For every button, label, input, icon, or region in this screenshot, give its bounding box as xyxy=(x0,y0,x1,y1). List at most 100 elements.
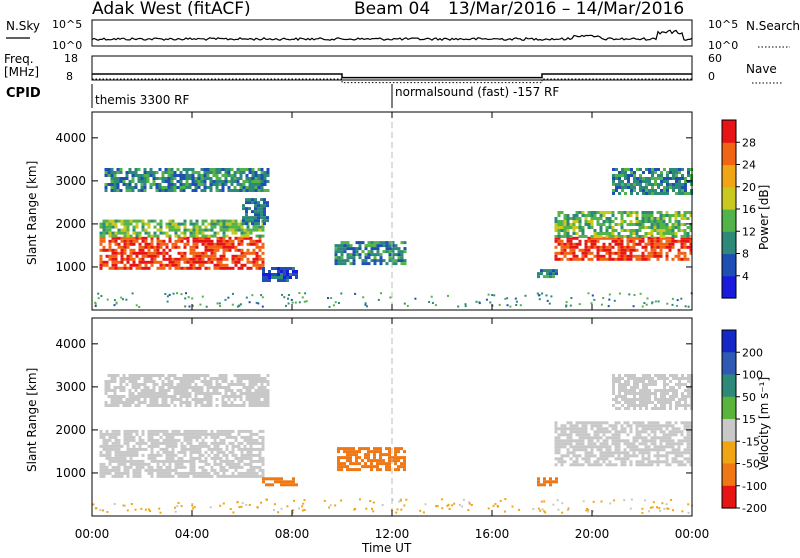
heatmap-cell xyxy=(254,219,257,223)
heatmap-cell xyxy=(213,219,217,223)
heatmap-cell xyxy=(216,236,220,240)
heatmap-cell xyxy=(194,395,198,398)
heatmap-cell xyxy=(653,445,657,449)
heatmap-cell xyxy=(657,300,660,303)
heatmap-cell xyxy=(563,433,567,437)
heatmap-cell xyxy=(249,266,253,270)
heatmap-cell xyxy=(159,459,163,463)
heatmap-cell xyxy=(110,404,114,407)
heatmap-cell xyxy=(117,444,121,448)
heatmap-cell xyxy=(239,392,243,395)
heatmap-cell xyxy=(593,430,597,434)
heatmap-cell xyxy=(171,468,175,472)
heatmap-cell xyxy=(669,168,672,171)
heatmap-cell xyxy=(563,245,567,249)
heatmap-cell xyxy=(140,189,144,192)
heatmap-cell xyxy=(198,474,202,478)
heatmap-cell xyxy=(240,242,244,246)
heatmap-cell xyxy=(650,245,654,249)
heatmap-cell xyxy=(192,225,196,229)
heatmap-cell xyxy=(254,186,258,189)
heatmap-cell xyxy=(147,462,151,466)
heatmap-cell xyxy=(642,374,645,377)
heatmap-cell xyxy=(665,433,669,437)
heatmap-cell xyxy=(626,457,630,461)
heatmap-cell xyxy=(171,222,175,226)
heatmap-cell xyxy=(656,457,660,461)
heatmap-cell xyxy=(343,250,347,254)
heatmap-cell xyxy=(620,217,624,220)
heatmap-cell xyxy=(135,225,139,229)
heatmap-cell xyxy=(663,377,666,380)
heatmap-cell xyxy=(650,211,654,214)
heatmap-cell xyxy=(675,407,678,410)
nave-tick-60: 60 xyxy=(708,52,722,65)
heatmap-cell xyxy=(221,377,225,380)
heatmap-cell xyxy=(352,247,356,251)
heatmap-cell xyxy=(174,231,178,235)
heatmap-cell xyxy=(560,220,564,223)
heatmap-cell xyxy=(152,383,156,386)
heatmap-cell xyxy=(343,456,346,460)
heatmap-cell xyxy=(108,228,112,232)
heatmap-cell xyxy=(125,186,129,189)
heatmap-cell xyxy=(212,386,216,389)
heatmap-cell xyxy=(230,180,234,183)
heatmap-cell xyxy=(183,438,187,442)
heatmap-cell xyxy=(150,438,154,442)
heatmap-cell xyxy=(146,395,150,398)
heatmap-cell xyxy=(210,474,214,478)
heatmap-cell xyxy=(626,248,630,252)
heatmap-cell xyxy=(261,245,265,249)
heatmap-cell xyxy=(266,374,270,377)
heatmap-cell xyxy=(191,377,195,380)
heatmap-cell xyxy=(218,171,222,174)
x-tick-label: 08:00 xyxy=(275,527,310,541)
heatmap-cell xyxy=(638,463,642,467)
heatmap-cell xyxy=(195,260,199,264)
heatmap-cell xyxy=(605,463,609,467)
heatmap-cell xyxy=(572,254,576,258)
heatmap-cell xyxy=(128,168,132,171)
heatmap-cell xyxy=(672,168,675,171)
heatmap-cell xyxy=(210,260,214,264)
heatmap-cell xyxy=(219,456,223,460)
heatmap-cell xyxy=(629,427,633,431)
heatmap-cell xyxy=(194,186,198,189)
heatmap-cell xyxy=(627,404,630,407)
heatmap-cell xyxy=(252,251,256,255)
heatmap-cell xyxy=(254,201,257,205)
heatmap-cell xyxy=(150,459,154,463)
heatmap-cell xyxy=(689,421,693,425)
heatmap-cell xyxy=(201,468,205,472)
heatmap-cell xyxy=(618,186,621,189)
heatmap-cell xyxy=(129,453,133,457)
heatmap-cell xyxy=(587,421,591,425)
heatmap-cell xyxy=(123,219,127,223)
heatmap-cell xyxy=(605,236,609,240)
heatmap-cell xyxy=(186,474,190,478)
heatmap-cell xyxy=(114,471,118,475)
heatmap-cell xyxy=(165,444,169,448)
heatmap-cell xyxy=(168,435,172,439)
heatmap-cell xyxy=(686,226,690,229)
heatmap-cell xyxy=(135,263,139,267)
heatmap-cell xyxy=(231,254,235,258)
heatmap-cell xyxy=(138,462,142,466)
heatmap-cell xyxy=(143,180,147,183)
heatmap-cell xyxy=(361,465,364,469)
heatmap-cell xyxy=(128,398,132,401)
heatmap-cell xyxy=(572,451,576,455)
heatmap-cell xyxy=(596,245,600,249)
heatmap-cell xyxy=(249,432,253,436)
heatmap-cell xyxy=(174,263,178,267)
heatmap-cell xyxy=(668,445,672,449)
heatmap-cell xyxy=(131,395,135,398)
heatmap-cell xyxy=(295,270,298,273)
heatmap-cell xyxy=(162,432,166,436)
heatmap-cell xyxy=(675,174,678,177)
heatmap-cell xyxy=(249,228,253,232)
heatmap-cell xyxy=(219,474,223,478)
heatmap-cell xyxy=(337,459,340,463)
heatmap-cell xyxy=(234,228,238,232)
